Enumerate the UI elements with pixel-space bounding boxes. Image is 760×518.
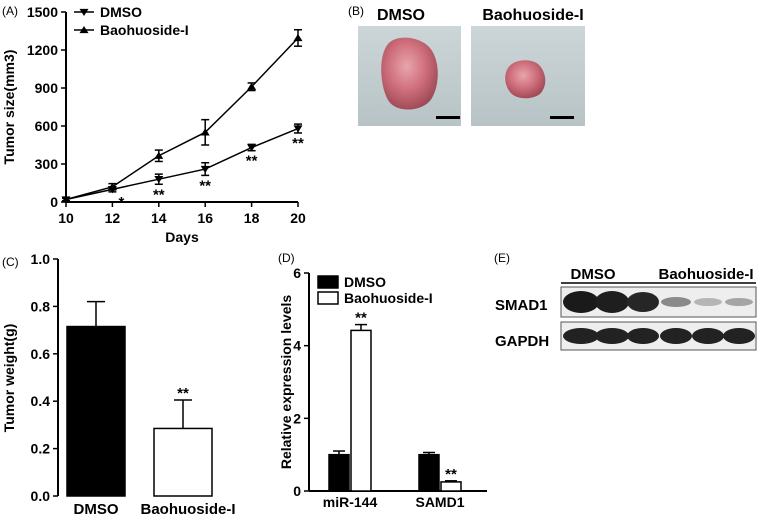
panel-d-legend-swatch	[317, 275, 339, 289]
panel-a-x-axis-label: Days	[165, 229, 199, 245]
panel-a-legend-marker	[79, 8, 89, 17]
panel-e-group-label-baohuoside: Baohuoside-I	[658, 266, 753, 283]
blot-band-gapdh-3	[627, 328, 659, 344]
panel-c-significance-label: **	[177, 385, 189, 402]
blot-band-smad1-dmso-3	[627, 292, 659, 312]
panel-a-line-chart: (A) Tumor size(mm3) Days 0 300 600 900 1200 1…	[1, 4, 306, 245]
blot-band-smad1-baohuoside-3	[725, 298, 753, 306]
panel-a-significance-label: *	[118, 194, 124, 211]
panel-d-y-tick-label: 0	[293, 483, 301, 499]
tumor-dmso	[381, 37, 438, 110]
panel-b-tag: (B)	[348, 4, 364, 18]
panel-a-legend-marker	[79, 25, 89, 34]
panel-e-tag: (E)	[494, 251, 510, 265]
blot-band-smad1-baohuoside-2	[694, 298, 722, 306]
panel-c-bar-chart: (C) Tumor weight(g) 0.0 0.2 0.4 0.6 0.8 1.0 DM…	[1, 251, 236, 518]
blot-band-gapdh-5	[692, 328, 724, 344]
scale-bar-baohuoside	[550, 116, 574, 119]
panel-a-x-tick-label: 20	[290, 210, 306, 226]
panel-d-legend-label: Baohuoside-I	[344, 290, 433, 306]
scale-bar-dmso	[436, 116, 460, 119]
panel-c-y-tick-label: 0.4	[31, 393, 51, 409]
panel-d-bar-baohuoside	[440, 481, 462, 492]
panel-d-bar-dmso	[418, 453, 440, 492]
blot-band-gapdh-6	[723, 328, 755, 344]
blot-band-smad1-dmso-2	[595, 291, 629, 313]
panel-e-group-label-dmso: DMSO	[571, 266, 616, 283]
panel-a-significance-label: **	[292, 135, 304, 152]
panel-c-y-tick-label: 1.0	[31, 251, 51, 267]
panel-c-y-tick-label: 0.0	[31, 488, 51, 504]
panel-d-y-tick-label: 4	[293, 338, 301, 354]
panel-a-point-baohuoside	[61, 195, 71, 203]
panel-a-tag: (A)	[2, 4, 18, 18]
tumor-baohuoside	[505, 60, 546, 99]
panel-d-y-tick-label: 6	[293, 265, 301, 281]
blot-band-gapdh-2	[595, 328, 629, 344]
panel-c-tag: (C)	[2, 255, 19, 269]
panel-a-x-tick-label: 14	[151, 210, 167, 226]
panel-a-legend-label: Baohuoside-I	[100, 22, 189, 38]
panel-a-y-tick-label: 600	[35, 118, 59, 134]
panel-a-significance-label: **	[153, 186, 165, 203]
blot-band-smad1-dmso-1	[563, 291, 599, 313]
blot-band-gapdh-1	[563, 328, 599, 344]
panel-a-point-baohuoside	[107, 182, 117, 190]
panel-a-point-dmso	[247, 144, 257, 152]
panel-c-y-tick-label: 0.8	[31, 298, 51, 314]
panel-a-y-axis-label: Tumor size(mm3)	[1, 50, 17, 165]
panel-a-x-tick-label: 16	[197, 210, 213, 226]
panel-d-y-axis-label: Relative expression levels	[278, 295, 294, 470]
panel-c-y-tick-label: 0.6	[31, 346, 51, 362]
panel-a-x-tick-label: 18	[244, 210, 260, 226]
panel-a-significance-label: **	[246, 153, 258, 170]
panel-d-bar-baohuoside	[350, 329, 372, 492]
panel-d-bar-dmso	[328, 453, 350, 492]
panel-a-point-dmso	[293, 125, 303, 133]
panel-a-x-tick-label: 10	[58, 210, 74, 226]
panel-c-y-tick-label: 0.2	[31, 441, 51, 457]
panel-d-bar-chart: (D) Relative expression levels 0 2 4 6 miR-1…	[278, 251, 487, 510]
panel-a-y-tick-label: 1500	[27, 4, 58, 20]
panel-e-row-label-smad1: SMAD1	[495, 297, 548, 314]
panel-d-legend-label: DMSO	[344, 274, 386, 290]
panel-a-y-tick-label: 300	[35, 156, 59, 172]
panel-c-category-label: DMSO	[74, 501, 119, 518]
panel-c-bar-dmso	[66, 325, 126, 497]
panel-a-y-tick-label: 900	[35, 80, 59, 96]
panel-a-point-dmso	[200, 165, 210, 174]
panel-a-point-baohuoside	[247, 82, 257, 90]
panel-e-western-blot: (E) DMSO Baohuoside-I SMAD1 GAPDH	[494, 251, 757, 351]
panel-a-point-baohuoside	[154, 151, 164, 159]
panel-a-y-tick-label: 0	[50, 194, 58, 210]
blot-band-gapdh-4	[660, 328, 692, 344]
panel-a-series-line-dmso	[65, 127, 299, 201]
panel-d-significance-label: **	[355, 310, 367, 327]
panel-d-category-label: SAMD1	[415, 494, 464, 510]
panel-d-legend-swatch	[317, 291, 339, 305]
panel-b-label-baohuoside: Baohuoside-I	[482, 7, 583, 24]
panel-a-point-dmso	[154, 176, 164, 184]
panel-b-label-dmso: DMSO	[377, 7, 425, 24]
panel-b-tumor-photos: (B) DMSO Baohuoside-I	[348, 4, 585, 126]
panel-a-legend-label: DMSO	[100, 4, 142, 20]
panel-e-row-label-gapdh: GAPDH	[495, 333, 549, 350]
panel-c-bar-baohuoside	[153, 427, 213, 497]
panel-d-tag: (D)	[278, 251, 295, 265]
panel-a-point-baohuoside	[200, 128, 210, 136]
panel-d-category-label: miR-144	[323, 494, 378, 510]
panel-a-point-baohuoside	[293, 33, 303, 42]
panel-a-y-tick-label: 1200	[27, 42, 58, 58]
panel-a-series-line-baohuoside	[65, 37, 299, 201]
panel-a-x-tick-label: 12	[105, 210, 121, 226]
panel-d-significance-label: **	[445, 466, 457, 483]
panel-a-significance-label: **	[199, 177, 211, 194]
blot-band-smad1-baohuoside-1	[661, 297, 691, 307]
panel-c-y-axis-label: Tumor weight(g)	[1, 324, 17, 433]
panel-d-y-tick-label: 2	[293, 410, 301, 426]
panel-c-category-label: Baohuoside-I	[140, 501, 235, 518]
